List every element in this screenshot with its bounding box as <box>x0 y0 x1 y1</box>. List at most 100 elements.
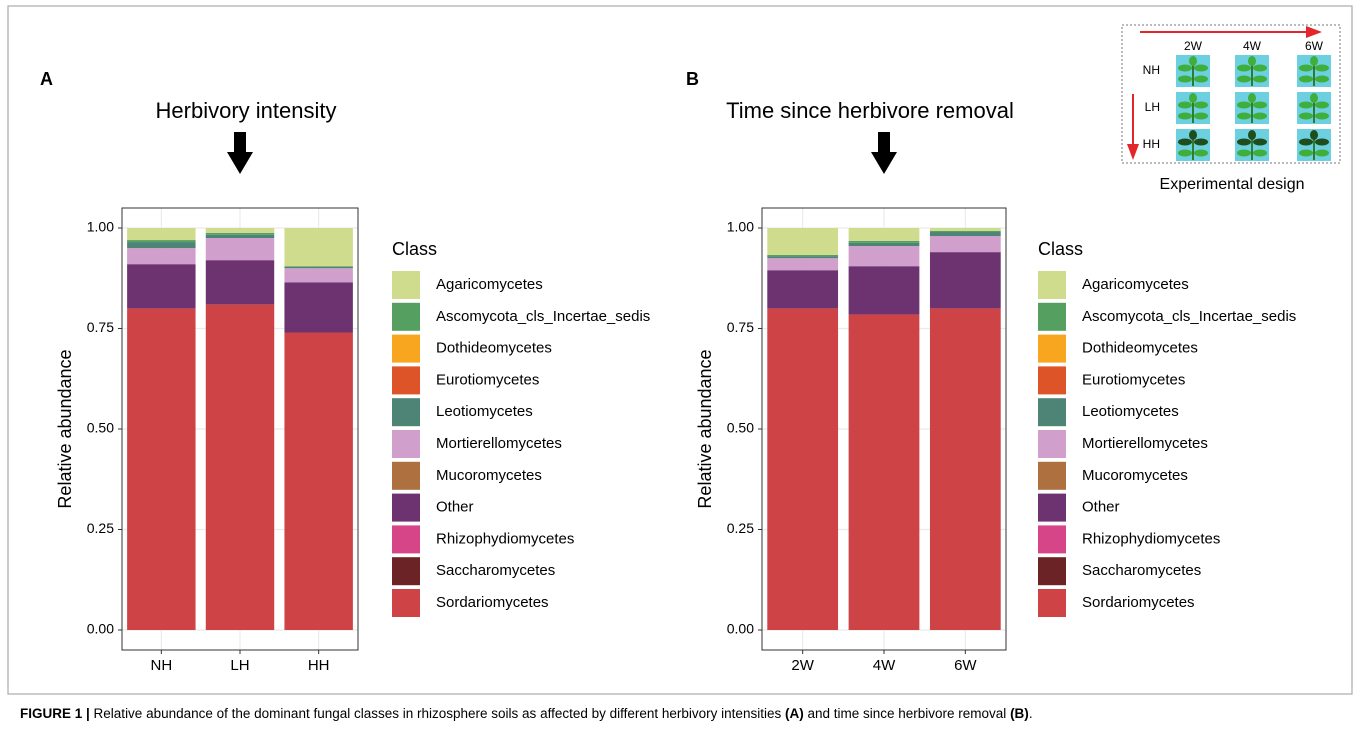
plant-leaf <box>1178 65 1192 72</box>
bar-segment <box>284 268 352 282</box>
legend-title: Class <box>1038 239 1083 259</box>
time-arrow-head <box>1306 26 1322 38</box>
design-column-label: 6W <box>1305 39 1324 53</box>
legend-label: Agaricomycetes <box>436 276 543 293</box>
figure: Experimental design FIGURE 1 | Relative … <box>0 0 1359 742</box>
plant-leaf <box>1315 113 1329 120</box>
y-tick-label: 0.75 <box>87 319 114 335</box>
plant-icon <box>1176 92 1210 124</box>
bar-segment <box>849 228 920 241</box>
bar-segment <box>206 233 274 235</box>
bar-segment <box>206 238 274 260</box>
legend-label: Mucoromycetes <box>436 467 542 484</box>
plant-leaf <box>1237 150 1251 157</box>
legend-key <box>392 462 420 490</box>
design-column-label: 2W <box>1184 39 1203 53</box>
plant-leaf <box>1315 102 1329 109</box>
plant-leaf <box>1299 102 1313 109</box>
plant-leaf <box>1178 76 1192 83</box>
chart-title: Herbivory intensity <box>156 98 337 123</box>
plant-leaf <box>1310 130 1318 140</box>
plant-leaf <box>1248 93 1256 103</box>
bar-segment <box>284 333 352 630</box>
legend-label: Rhizophydiomycetes <box>1082 530 1220 547</box>
design-column-label: 4W <box>1243 39 1262 53</box>
plant-leaf <box>1315 150 1329 157</box>
plant-leaf <box>1299 150 1313 157</box>
x-tick-label: LH <box>230 657 249 674</box>
legend-key <box>1038 398 1066 426</box>
bar-segment <box>284 228 352 266</box>
chart-title: Time since herbivore removal <box>726 98 1014 123</box>
y-tick-label: 0.25 <box>727 520 754 536</box>
bar-segment <box>849 314 920 630</box>
plant-icon <box>1235 55 1269 87</box>
legend-key <box>1038 494 1066 522</box>
x-tick-label: HH <box>308 657 330 674</box>
plant-leaf <box>1194 65 1208 72</box>
legend-label: Sordariomycetes <box>1082 594 1195 611</box>
y-axis-label: Relative abundance <box>695 349 715 508</box>
title-arrow-head <box>871 152 897 174</box>
legend-key <box>1038 303 1066 331</box>
plant-leaf <box>1299 113 1313 120</box>
legend-key <box>1038 366 1066 394</box>
bar-segment <box>849 246 920 266</box>
legend-label: Sordariomycetes <box>436 594 549 611</box>
bar-segment <box>127 228 195 240</box>
plant-icon <box>1235 129 1269 161</box>
plant-icon <box>1297 55 1331 87</box>
legend-label: Ascomycota_cls_Incertae_sedis <box>436 308 650 325</box>
legend-title: Class <box>392 239 437 259</box>
legend-key <box>1038 525 1066 553</box>
bar-segment <box>284 282 352 332</box>
plant-icon <box>1176 55 1210 87</box>
bar-segment <box>206 260 274 304</box>
bar-segment <box>849 243 920 246</box>
plant-leaf <box>1189 56 1197 66</box>
bar-segment <box>767 308 838 630</box>
plant-leaf <box>1189 93 1197 103</box>
bar-segment <box>767 270 838 308</box>
bar-segment <box>930 236 1001 252</box>
legend-key <box>392 271 420 299</box>
design-caption: Experimental design <box>1160 176 1305 193</box>
plant-leaf <box>1253 76 1267 83</box>
y-tick-label: 1.00 <box>87 219 114 235</box>
caption-label: FIGURE 1 | <box>20 706 90 721</box>
caption-ref: (B) <box>1010 706 1029 721</box>
plant-leaf <box>1178 139 1192 146</box>
plant-leaf <box>1253 102 1267 109</box>
plant-leaf <box>1194 102 1208 109</box>
plant-leaf <box>1299 65 1313 72</box>
legend-label: Eurotiomycetes <box>436 371 539 388</box>
design-row-label: LH <box>1145 100 1160 114</box>
x-tick-label: 6W <box>954 657 977 674</box>
bar-segment <box>767 228 838 255</box>
bar-segment <box>930 232 1001 236</box>
plant-leaf <box>1310 56 1318 66</box>
caption-text: and time since herbivore removal <box>804 706 1010 721</box>
legend-key <box>1038 271 1066 299</box>
legend-label: Dothideomycetes <box>1082 340 1198 357</box>
title-arrow-shaft <box>878 132 890 154</box>
plant-leaf <box>1178 113 1192 120</box>
x-tick-label: NH <box>150 657 172 674</box>
plant-leaf <box>1237 102 1251 109</box>
plant-leaf <box>1237 65 1251 72</box>
bar-segment <box>767 255 838 256</box>
legend-key <box>392 557 420 585</box>
legend-label: Leotiomycetes <box>436 403 533 420</box>
title-arrow-shaft <box>234 132 246 154</box>
bar-segment <box>849 266 920 314</box>
bar-segment <box>767 256 838 258</box>
legend-label: Saccharomycetes <box>436 562 555 579</box>
plant-icon <box>1176 129 1210 161</box>
y-axis-label: Relative abundance <box>55 349 75 508</box>
plant-leaf <box>1178 102 1192 109</box>
bar-segment <box>127 308 195 630</box>
design-row-label: HH <box>1143 137 1160 151</box>
bar-segment <box>127 248 195 264</box>
legend-key <box>392 589 420 617</box>
plant-leaf <box>1253 139 1267 146</box>
